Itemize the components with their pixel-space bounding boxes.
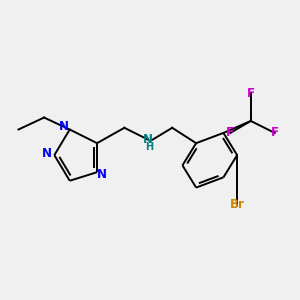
Text: H: H xyxy=(145,142,153,152)
Text: N: N xyxy=(97,168,107,182)
Text: F: F xyxy=(247,87,255,100)
Text: F: F xyxy=(226,126,234,140)
Text: N: N xyxy=(42,147,52,160)
Text: N: N xyxy=(143,133,153,146)
Text: Br: Br xyxy=(230,198,244,211)
Text: F: F xyxy=(271,126,279,140)
Text: N: N xyxy=(58,120,69,133)
